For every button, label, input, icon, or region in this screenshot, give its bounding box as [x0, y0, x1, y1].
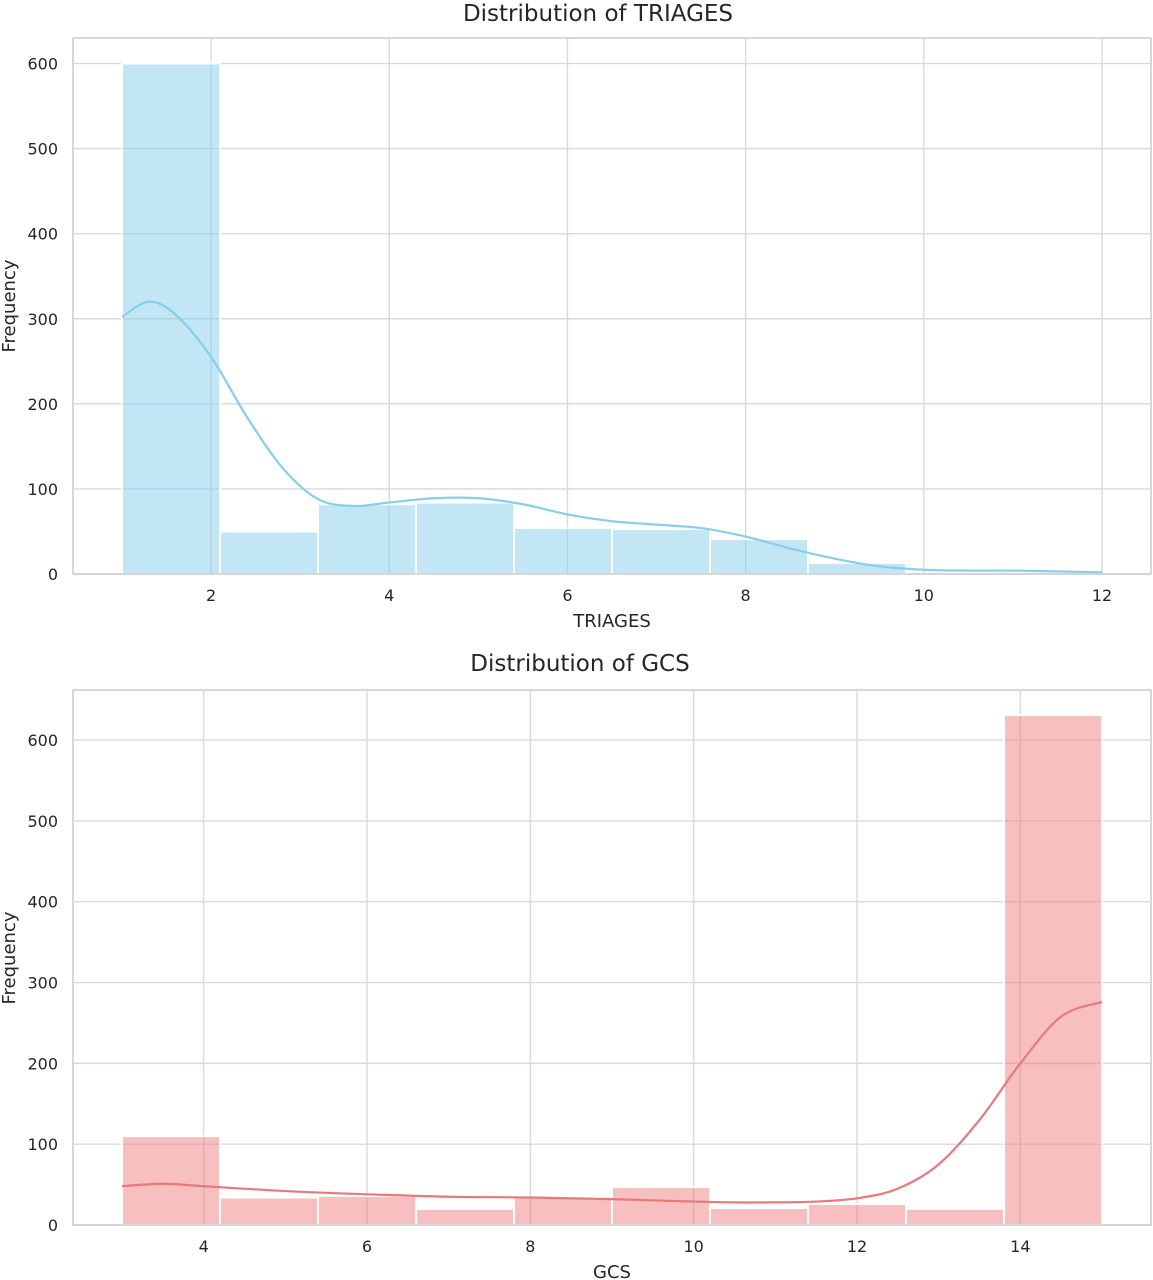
plot-frame — [72, 37, 1152, 575]
y-tick-label: 500 — [27, 812, 58, 831]
x-axis-label: TRIAGES — [572, 611, 651, 632]
y-tick-label: 200 — [27, 1054, 58, 1073]
kde-curves — [121, 1000, 1103, 1204]
histogram-bar — [905, 1207, 1005, 1227]
x-tick-label: 6 — [362, 1237, 372, 1256]
y-tick-label: 400 — [27, 893, 58, 912]
x-tick-label: 8 — [525, 1237, 535, 1256]
gcs-histogram-panel: Distribution of GCS 4 6 8 10 12 1401002003004… — [0, 651, 1152, 1280]
y-tick-label: 300 — [27, 974, 58, 993]
histogram-bar — [709, 1207, 809, 1226]
y-tick-label: 100 — [27, 1135, 58, 1154]
y-tick-label: 400 — [27, 225, 58, 244]
histogram-bar — [317, 503, 417, 575]
kde-curve — [121, 1000, 1103, 1204]
plot-frame — [72, 689, 1152, 1226]
y-tick-label: 0 — [48, 1216, 58, 1235]
x-tick-label: 14 — [1010, 1237, 1030, 1256]
x-tick-label: 12 — [847, 1237, 867, 1256]
y-axis-label: Frequency — [0, 259, 20, 352]
y-axis-label: Frequency — [0, 911, 20, 1004]
histogram-bar — [1003, 714, 1103, 1226]
bars — [121, 714, 1103, 1227]
histogram-bar — [611, 527, 711, 576]
kde-curves — [121, 300, 1103, 574]
y-tick-label: 600 — [27, 731, 58, 750]
histogram-bar — [415, 1207, 515, 1227]
histogram-bar — [121, 1135, 221, 1226]
chart-title: Distribution of TRIAGES — [463, 1, 733, 27]
histogram-bar — [317, 1194, 417, 1227]
x-tick-label: 4 — [384, 586, 394, 605]
x-axis-label: GCS — [593, 1262, 631, 1280]
bars — [121, 62, 907, 576]
x-tick-label: 12 — [1092, 586, 1112, 605]
tick-labels: 4 6 8 10 12 14 0 100 200 300 400 500 600 — [27, 731, 1030, 1256]
x-tick-label: 10 — [683, 1237, 703, 1256]
x-tick-label: 2 — [206, 586, 216, 605]
x-tick-label: 8 — [741, 586, 751, 605]
y-tick-label: 0 — [48, 565, 58, 584]
histogram-bar — [121, 62, 221, 576]
triages-histogram-panel: Distribution of TRIAGES 2 4 6 8 10 12 0 100 200 3… — [0, 1, 1152, 632]
x-tick-label: 6 — [562, 586, 572, 605]
y-tick-label: 100 — [27, 480, 58, 499]
y-tick-label: 600 — [27, 55, 58, 74]
tick-labels: 2 4 6 8 10 12 0 100 200 300 400 500 600 — [27, 55, 1112, 605]
y-tick-label: 300 — [27, 310, 58, 329]
histogram-bar — [219, 1196, 319, 1227]
histogram-bar — [415, 501, 515, 575]
y-tick-label: 200 — [27, 395, 58, 414]
x-tick-label: 10 — [914, 586, 934, 605]
histogram-bar — [219, 530, 319, 576]
histogram-bar — [611, 1186, 711, 1226]
x-tick-label: 4 — [199, 1237, 209, 1256]
histogram-bar — [513, 527, 613, 575]
y-tick-label: 500 — [27, 140, 58, 159]
gridlines — [73, 690, 1151, 1226]
histogram-bar — [807, 1202, 907, 1226]
gridlines — [73, 38, 1151, 575]
histogram-bar — [709, 538, 809, 575]
kde-curve — [121, 300, 1103, 574]
chart-title: Distribution of GCS — [470, 651, 689, 677]
histogram-bar — [513, 1196, 613, 1227]
